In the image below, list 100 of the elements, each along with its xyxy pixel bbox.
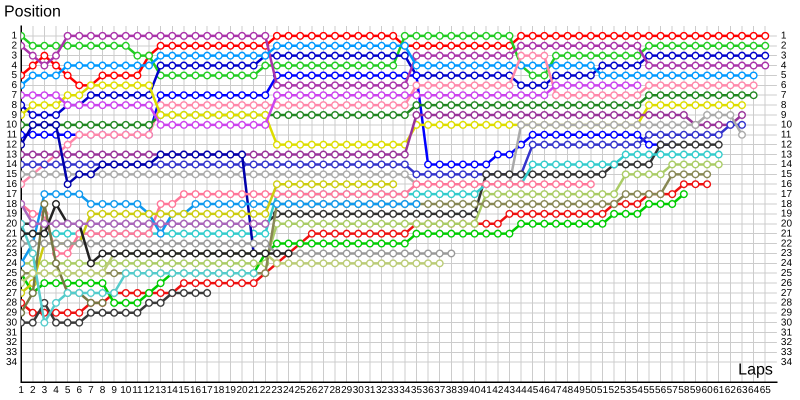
y-tick-label: 4 xyxy=(12,60,18,72)
y2-tick-label: 6 xyxy=(780,80,787,92)
x-tick-label: 54 xyxy=(632,384,644,396)
x-tick-label: 42 xyxy=(492,384,504,396)
y2-tick-label: 12 xyxy=(780,139,792,150)
x-tick-label: 59 xyxy=(690,384,702,396)
x-tick-label: 14 xyxy=(166,384,178,396)
x-tick-label: 57 xyxy=(666,384,678,396)
y2-tick-label: 31 xyxy=(780,327,792,338)
x-tick-label: 11 xyxy=(132,384,144,396)
x-tick-label: 22 xyxy=(260,384,272,396)
y-tick-label: 25 xyxy=(6,268,18,279)
y2-tick-label: 30 xyxy=(780,317,792,328)
y-tick-label: 3 xyxy=(12,50,18,62)
x-tick-label: 65 xyxy=(760,384,772,396)
x-tick-label: 55 xyxy=(643,384,655,396)
y-tick-label: 12 xyxy=(6,139,18,150)
y-tick-label: 31 xyxy=(6,327,18,338)
x-tick-label: 43 xyxy=(504,384,516,396)
x-tick-label: 5 xyxy=(64,384,71,396)
y-tick-label: 11 xyxy=(6,130,18,141)
x-tick-label: 48 xyxy=(562,384,574,396)
x-tick-label: 60 xyxy=(702,384,714,396)
y2-tick-label: 25 xyxy=(780,268,792,279)
x-tick-label: 45 xyxy=(527,384,539,396)
y-tick-label: 20 xyxy=(6,218,18,230)
y-tick-label: 9 xyxy=(12,110,18,121)
x-tick-label: 21 xyxy=(248,384,260,396)
y-tick-label: 21 xyxy=(6,228,18,240)
x-tick-label: 26 xyxy=(306,384,318,396)
x-tick-label: 3 xyxy=(42,384,48,396)
y2-tick-label: 33 xyxy=(780,347,792,358)
x-tick-label: 20 xyxy=(236,384,248,396)
x-tick-label: 47 xyxy=(550,384,562,396)
x-tick-label: 17 xyxy=(202,384,214,396)
y-tick-label: 24 xyxy=(6,258,18,270)
x-tick-label: 49 xyxy=(574,384,586,396)
y-tick-label: 28 xyxy=(6,298,18,309)
x-tick-label: 8 xyxy=(100,384,106,396)
x-tick-label: 56 xyxy=(655,384,667,396)
y-tick-label: 32 xyxy=(6,337,18,348)
y2-tick-label: 13 xyxy=(780,149,792,160)
y-tick-label: 8 xyxy=(12,100,18,111)
y2-tick-label: 7 xyxy=(780,90,787,101)
y-tick-label: 17 xyxy=(6,188,18,200)
x-tick-label: 32 xyxy=(376,384,388,396)
y2-tick-label: 8 xyxy=(780,100,787,111)
x-tick-label: 33 xyxy=(388,384,400,396)
x-tick-label: 52 xyxy=(608,384,620,396)
x-tick-label: 37 xyxy=(434,384,446,396)
y-tick-label: 15 xyxy=(6,169,18,180)
x-tick-label: 18 xyxy=(213,384,225,396)
y2-tick-label: 3 xyxy=(780,50,787,62)
x-tick-label: 4 xyxy=(53,384,60,396)
x-tick-label: 38 xyxy=(446,384,458,396)
y-tick-label: 23 xyxy=(6,248,18,260)
x-tick-label: 23 xyxy=(271,384,283,396)
x-tick-label: 28 xyxy=(329,384,342,396)
y-tick-label: 19 xyxy=(6,208,18,220)
x-axis-title: Laps xyxy=(738,361,773,378)
x-tick-label: 9 xyxy=(111,384,118,396)
y-tick-label: 22 xyxy=(6,238,18,250)
x-tick-label: 31 xyxy=(364,384,376,396)
y2-tick-label: 27 xyxy=(780,288,792,299)
y2-tick-label: 22 xyxy=(780,238,792,250)
y2-tick-label: 28 xyxy=(780,298,792,309)
y-axis-title: Position xyxy=(4,3,61,20)
x-tick-label: 36 xyxy=(422,384,434,396)
x-tick-label: 39 xyxy=(457,384,469,396)
x-tick-label: 24 xyxy=(282,384,295,396)
x-tick-label: 6 xyxy=(76,384,82,396)
y-tick-label: 5 xyxy=(12,70,18,82)
x-tick-label: 62 xyxy=(724,384,736,396)
y2-tick-label: 9 xyxy=(780,110,787,121)
x-tick-label: 25 xyxy=(294,384,306,396)
x-tick-label: 2 xyxy=(30,384,36,396)
y2-tick-label: 5 xyxy=(780,70,787,82)
x-tick-label: 51 xyxy=(596,384,608,396)
x-tick-label: 29 xyxy=(341,384,353,396)
y-tick-label: 6 xyxy=(12,80,18,92)
x-tick-label: 7 xyxy=(88,384,94,396)
x-tick-label: 15 xyxy=(178,384,190,396)
y2-tick-label: 4 xyxy=(780,60,787,72)
y-tick-label: 30 xyxy=(6,317,18,328)
y2-tick-label: 18 xyxy=(780,198,792,210)
x-tick-label: 27 xyxy=(318,384,330,396)
y-tick-label: 27 xyxy=(6,288,18,299)
x-tick-label: 30 xyxy=(352,384,364,396)
x-tick-label: 46 xyxy=(538,384,550,396)
y-tick-label: 33 xyxy=(6,347,18,358)
y-tick-label: 26 xyxy=(6,278,18,289)
y2-tick-label: 15 xyxy=(780,169,792,180)
y-tick-label: 10 xyxy=(6,120,18,131)
y2-tick-label: 26 xyxy=(780,278,792,289)
x-tick-label: 41 xyxy=(480,384,492,396)
x-tick-label: 44 xyxy=(516,384,528,396)
y-tick-label: 14 xyxy=(6,159,18,170)
x-tick-label: 13 xyxy=(155,384,167,396)
y2-tick-label: 16 xyxy=(780,178,792,190)
y2-tick-label: 19 xyxy=(780,208,792,220)
